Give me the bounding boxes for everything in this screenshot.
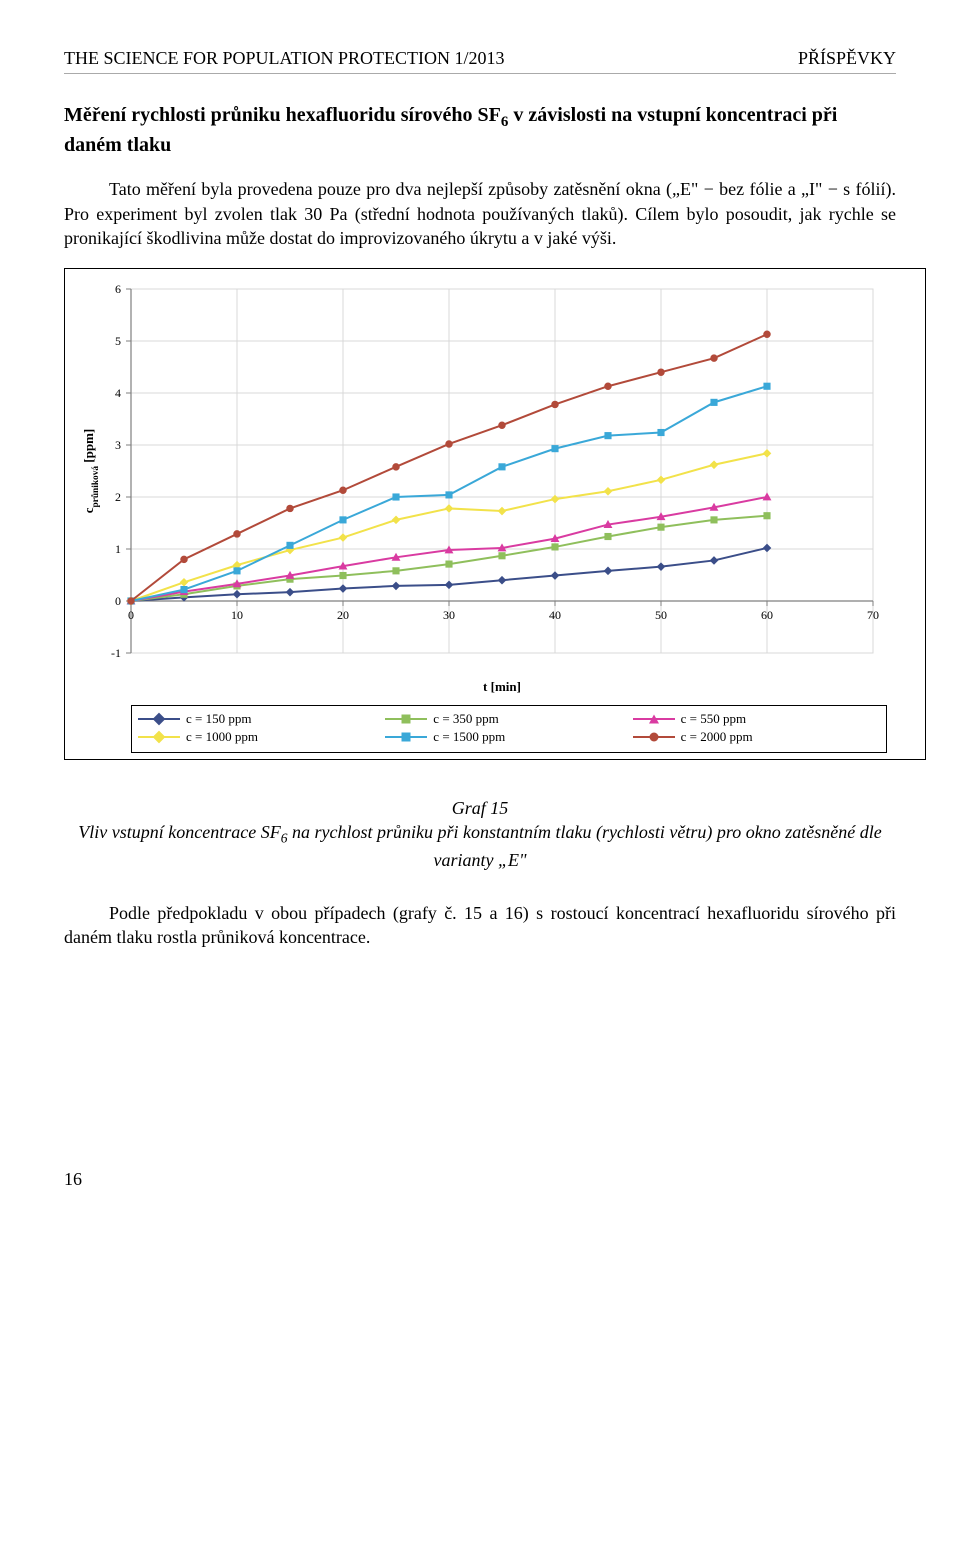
svg-text:30: 30	[443, 608, 455, 622]
svg-text:10: 10	[231, 608, 243, 622]
legend-label: c = 150 ppm	[186, 711, 251, 727]
svg-text:20: 20	[337, 608, 349, 622]
section-title: Měření rychlosti průniku hexafluoridu sí…	[64, 102, 896, 159]
header-left: THE SCIENCE FOR POPULATION PROTECTION 1/…	[64, 48, 505, 69]
paragraph-1: Tato měření byla provedena pouze pro dva…	[64, 177, 896, 250]
legend-item: c = 550 ppm	[633, 710, 880, 728]
caption-title: Graf 15	[64, 796, 896, 820]
caption-body-suffix: na rychlost průniku při konstantním tlak…	[287, 822, 881, 870]
legend-item: c = 2000 ppm	[633, 728, 880, 746]
svg-text:50: 50	[655, 608, 667, 622]
svg-text:70: 70	[867, 608, 879, 622]
svg-text:0: 0	[128, 608, 134, 622]
svg-text:1: 1	[115, 542, 121, 556]
legend-item: c = 150 ppm	[138, 710, 385, 728]
caption-body-prefix: Vliv vstupní koncentrace SF	[78, 822, 280, 842]
legend-label: c = 1000 ppm	[186, 729, 258, 745]
svg-text:40: 40	[549, 608, 561, 622]
paragraph-2: Podle předpokladu v obou případech (graf…	[64, 901, 896, 950]
svg-text:0: 0	[115, 594, 121, 608]
svg-text:2: 2	[115, 490, 121, 504]
chart-container: 010203040506070-10123456t [min]cprůnikov…	[64, 268, 926, 760]
caption-body: Vliv vstupní koncentrace SF6 na rychlost…	[64, 820, 896, 872]
legend-label: c = 350 ppm	[433, 711, 498, 727]
svg-text:t [min]: t [min]	[483, 679, 521, 694]
line-chart: 010203040506070-10123456t [min]cprůnikov…	[75, 279, 895, 699]
chart-legend: c = 150 ppm c = 350 ppm c = 550 ppm c = 100…	[131, 705, 887, 753]
svg-text:4: 4	[115, 386, 121, 400]
legend-item: c = 1500 ppm	[385, 728, 632, 746]
svg-text:60: 60	[761, 608, 773, 622]
svg-text:3: 3	[115, 438, 121, 452]
svg-text:5: 5	[115, 334, 121, 348]
svg-text:-1: -1	[111, 646, 121, 660]
legend-label: c = 2000 ppm	[681, 729, 753, 745]
legend-label: c = 550 ppm	[681, 711, 746, 727]
header-right: PŘÍSPĚVKY	[798, 48, 896, 69]
svg-text:6: 6	[115, 282, 121, 296]
legend-item: c = 350 ppm	[385, 710, 632, 728]
page-header: THE SCIENCE FOR POPULATION PROTECTION 1/…	[64, 48, 896, 74]
figure-caption: Graf 15 Vliv vstupní koncentrace SF6 na …	[64, 796, 896, 872]
legend-label: c = 1500 ppm	[433, 729, 505, 745]
legend-item: c = 1000 ppm	[138, 728, 385, 746]
page-number: 16	[64, 1169, 896, 1190]
section-title-prefix: Měření rychlosti průniku hexafluoridu sí…	[64, 104, 501, 126]
